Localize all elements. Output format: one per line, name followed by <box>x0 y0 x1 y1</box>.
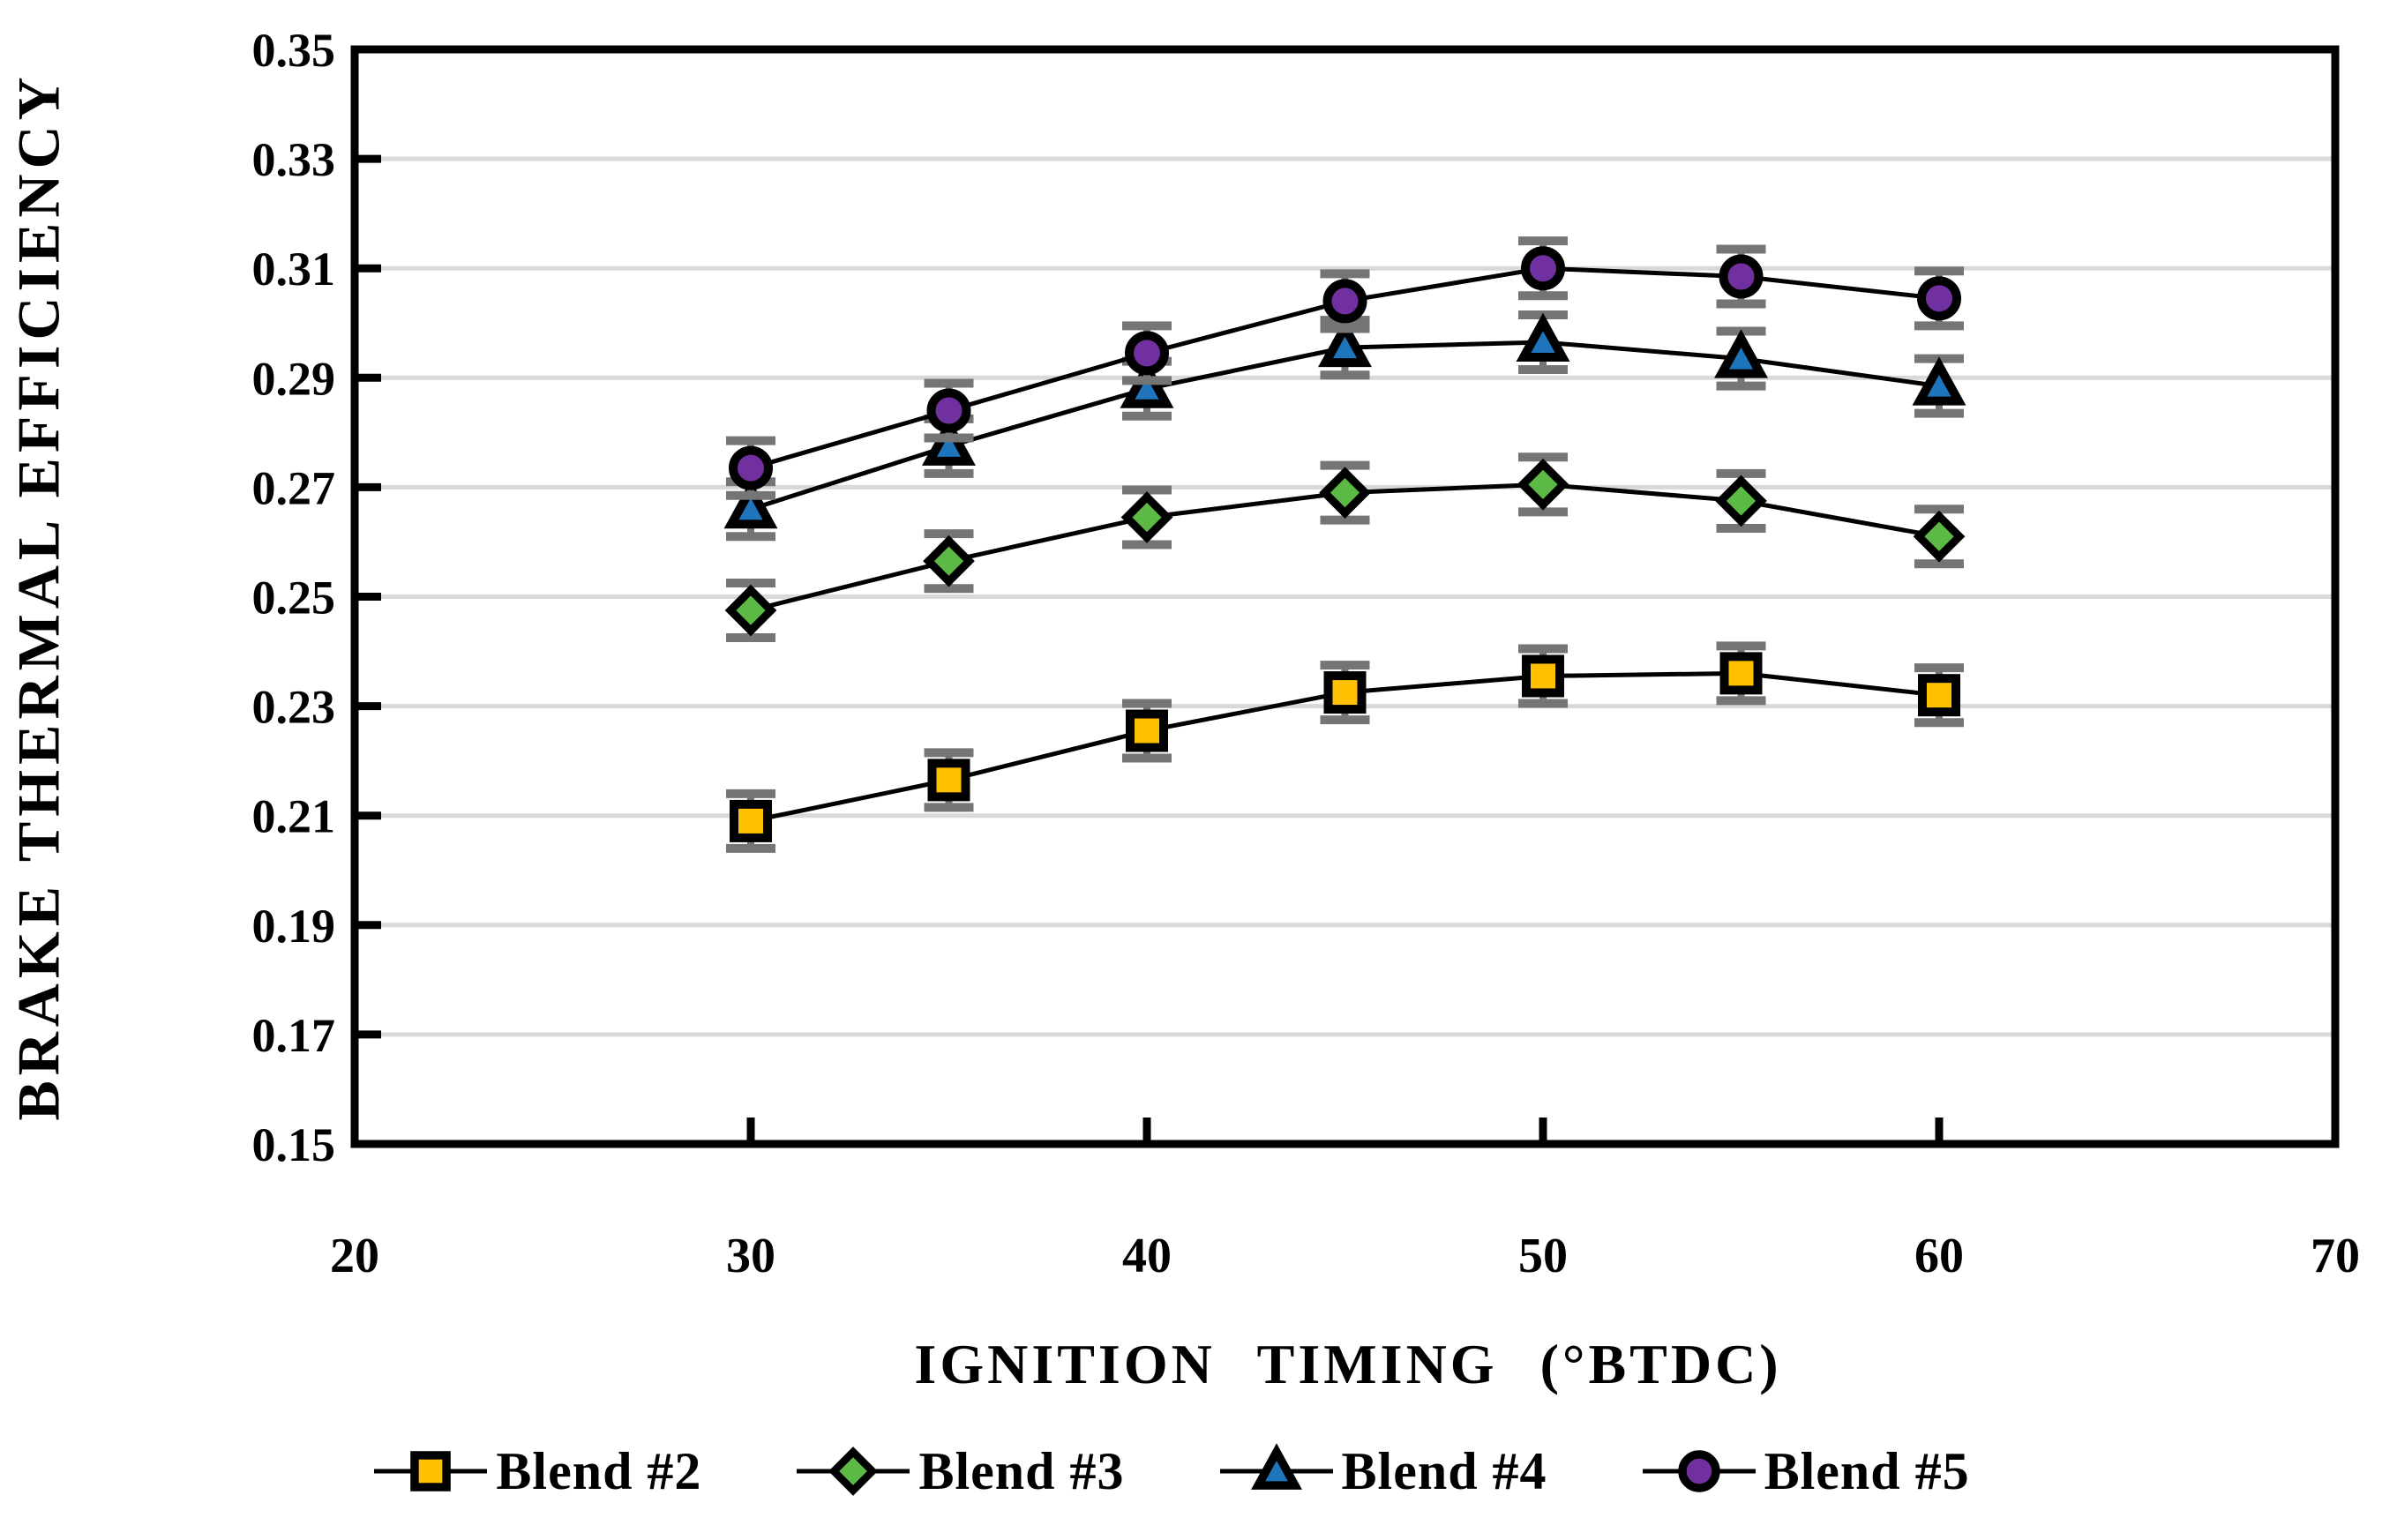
axis-ticks <box>350 45 2340 1148</box>
legend-label: Blend #4 <box>1341 1441 1547 1500</box>
y-tick-label: 0.35 <box>252 24 336 77</box>
y-tick-label: 0.31 <box>252 243 336 295</box>
series-blend-2 <box>726 641 1964 853</box>
square-marker-icon <box>374 1439 488 1503</box>
series-markers <box>723 312 1966 529</box>
x-tick-label: 50 <box>1518 1229 1568 1283</box>
x-tick-label: 40 <box>1122 1229 1172 1283</box>
series-markers <box>729 246 1961 490</box>
y-tick-label: 0.27 <box>252 461 336 514</box>
y-tick-label: 0.23 <box>252 681 336 734</box>
legend: Blend #2 Blend #3 Blend #4 Blend #5 <box>0 1439 2397 1503</box>
y-tick-label: 0.17 <box>252 1009 336 1062</box>
tick-labels: 0.15 0.17 0.19 0.21 0.23 0.25 0.27 0.29 0.31 0.33… <box>252 24 2361 1283</box>
y-tick-label: 0.21 <box>252 790 336 843</box>
series-markers <box>730 652 1960 842</box>
legend-label: Blend #5 <box>1764 1441 1970 1500</box>
x-axis-title: IGNITION TIMING (°BTDC) <box>914 1333 1782 1395</box>
legend-label: Blend #2 <box>496 1441 702 1500</box>
triangle-marker-icon <box>1219 1439 1333 1503</box>
y-tick-label: 0.25 <box>252 572 336 624</box>
circle-marker-icon <box>1642 1439 1756 1503</box>
legend-item-blend-3: Blend #3 <box>797 1439 1124 1503</box>
legend-item-blend-4: Blend #4 <box>1219 1439 1547 1503</box>
series-blend-3 <box>724 452 1966 643</box>
y-tick-label: 0.29 <box>252 352 336 405</box>
x-tick-label: 30 <box>726 1229 775 1283</box>
x-tick-label: 60 <box>1914 1229 1964 1283</box>
legend-label: Blend #3 <box>918 1441 1125 1500</box>
y-axis-title: BRAKE THERMAL EFFICIENCY <box>4 71 72 1121</box>
legend-item-blend-5: Blend #5 <box>1642 1439 1970 1503</box>
series-markers <box>724 458 1966 637</box>
legend-item-blend-2: Blend #2 <box>374 1439 701 1503</box>
series-blend-5 <box>726 236 1964 500</box>
y-tick-label: 0.19 <box>252 900 336 953</box>
x-tick-label: 20 <box>330 1229 379 1283</box>
diamond-marker-icon <box>797 1439 910 1503</box>
x-tick-label: 70 <box>2311 1229 2360 1283</box>
y-tick-label: 0.15 <box>252 1118 336 1171</box>
y-tick-label: 0.33 <box>252 133 336 186</box>
